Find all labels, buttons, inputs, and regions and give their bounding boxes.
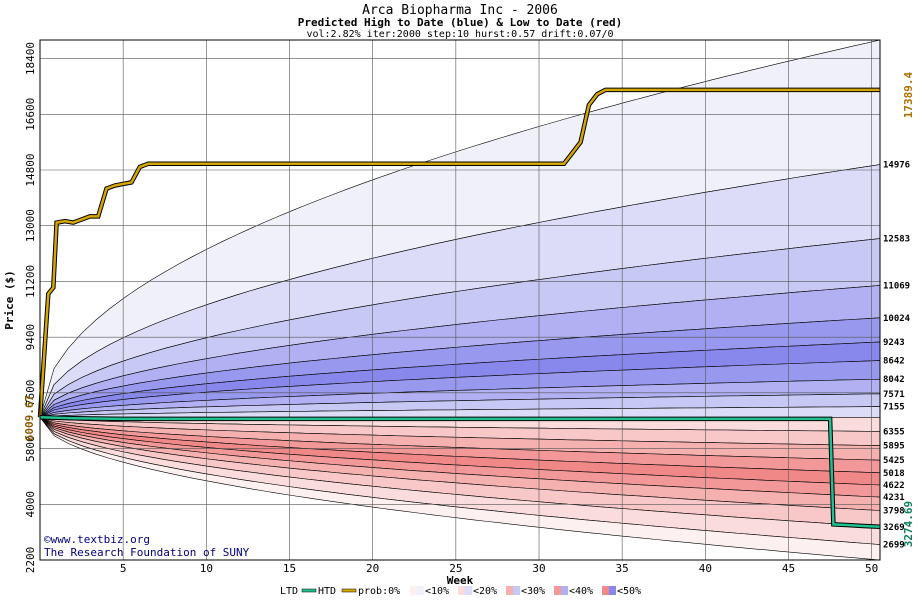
y-tick-label: 13000 (24, 209, 37, 242)
legend-prob-item: <30% (521, 586, 545, 597)
grid (40, 40, 880, 560)
y-tick-label: 4000 (24, 491, 37, 518)
y-axis-label: Price ($) (3, 270, 16, 330)
legend-prob-item: <50% (617, 586, 641, 597)
band-end-label: 4231 (883, 493, 905, 503)
band-end-label: 9243 (883, 338, 905, 348)
chart-title: Arca Biopharma Inc - 2006 (362, 3, 558, 18)
legend-prob-label: prob:0% (358, 586, 400, 597)
band-end-label: 14976 (883, 161, 910, 171)
band-end-label: 10024 (883, 314, 911, 324)
y-tick-label: 16600 (24, 98, 37, 131)
y-tick-label: 11200 (24, 265, 37, 298)
probability-bands (39, 39, 881, 561)
legend-ltd-swatch (301, 588, 317, 593)
legend-lower-swatch (458, 586, 465, 595)
x-tick-label: 35 (616, 562, 629, 575)
legend-prob-item: <10% (425, 586, 449, 597)
legend-htd-swatch (341, 588, 357, 593)
legend: LTD HTD prob:0% <10% <20% <30% <40% <50% (280, 586, 641, 597)
band-end-label: 12583 (883, 235, 910, 245)
legend-lower-swatch (602, 586, 609, 595)
x-tick-label: 5 (120, 562, 127, 575)
ltd-end-label: 3274.69 (902, 501, 915, 547)
legend-upper-swatch (465, 586, 472, 595)
x-tick-label: 50 (865, 562, 878, 575)
htd-end-label: 17389.4 (902, 71, 915, 118)
legend-lower-swatch (506, 586, 513, 595)
band-end-label: 2699 (883, 541, 905, 551)
credit-line-2: The Research Foundation of SUNY (44, 546, 250, 559)
legend-prob-item: <40% (569, 586, 593, 597)
chart-subtitle: Predicted High to Date (blue) & Low to D… (298, 16, 623, 29)
band-end-label: 6355 (883, 427, 905, 437)
y-tick-label: 9400 (24, 324, 37, 351)
credit-line-1: ©www.textbiz.org (44, 533, 150, 546)
y-tick-label: 18400 (24, 42, 37, 75)
x-tick-label: 20 (366, 562, 379, 575)
axis-ticks: 5 10 15 20 25 30 35 40 45 50 2200 4000 5800 7600 9400 1… (24, 42, 878, 575)
legend-upper-swatch (417, 586, 424, 595)
band-end-label: 5425 (883, 456, 905, 466)
band-end-label: 8042 (883, 375, 905, 385)
band-end-label: 3269 (883, 523, 905, 533)
band-end-label: 5018 (883, 469, 905, 479)
x-tick-label: 25 (449, 562, 462, 575)
htd-line (38, 88, 880, 418)
band-end-label: 7155 (883, 403, 905, 413)
series-lines (37, 87, 881, 529)
chart-params: vol:2.82% iter:2000 step:10 hurst:0.57 d… (306, 29, 613, 40)
y-tick-label: 2200 (24, 547, 37, 574)
plot-frame (39, 39, 881, 561)
legend-ltd-label: LTD (280, 586, 298, 597)
x-tick-label: 15 (283, 562, 296, 575)
legend-upper-swatch (561, 586, 568, 595)
band-end-label: 3798 (883, 507, 905, 517)
x-tick-label: 30 (532, 562, 545, 575)
legend-upper-swatch (513, 586, 520, 595)
legend-upper-swatch (609, 586, 616, 595)
x-tick-label: 10 (200, 562, 213, 575)
band-end-label: 11069 (883, 281, 910, 291)
start-value-label: 6009.67 (23, 395, 36, 441)
band-end-label: 4622 (883, 481, 905, 491)
legend-prob-item: <20% (473, 586, 497, 597)
legend-lower-swatch (410, 586, 417, 595)
band-end-label: 7571 (883, 390, 905, 400)
band-end-labels: 14976 12583 11069 10024 9243 8642 8042 7571 7155… (883, 161, 911, 551)
ltd-line (39, 416, 881, 528)
legend-htd-label: HTD (318, 586, 336, 597)
band-end-label: 8642 (883, 357, 905, 367)
band-end-label: 5895 (883, 442, 905, 452)
x-axis-label: Week (447, 574, 474, 587)
y-tick-label: 5800 (24, 435, 37, 462)
x-tick-label: 45 (782, 562, 795, 575)
legend-lower-swatch (554, 586, 561, 595)
x-tick-label: 40 (699, 562, 712, 575)
y-tick-label: 14800 (24, 153, 37, 186)
y-tick-label: 7600 (24, 380, 37, 407)
